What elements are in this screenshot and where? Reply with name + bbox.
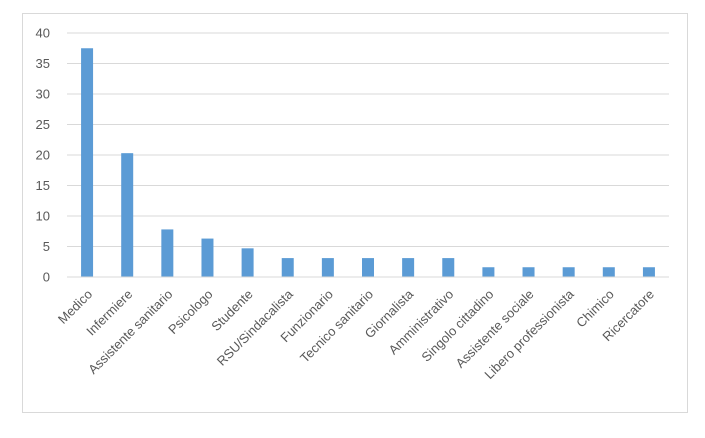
bar [522, 267, 535, 277]
bar [562, 267, 575, 277]
y-tick-label: 35 [36, 56, 50, 71]
x-tick-label: Psicologo [165, 287, 215, 337]
y-axis-ticks: 0 5 10 15 20 25 30 35 40 [36, 26, 50, 285]
bar [81, 48, 94, 277]
y-tick-label: 20 [36, 148, 50, 163]
y-tick-label: 5 [43, 239, 50, 254]
y-tick-label: 25 [36, 117, 50, 132]
bar [602, 267, 615, 277]
bar [161, 229, 174, 277]
bar [402, 258, 415, 277]
bar [482, 267, 495, 277]
y-tick-label: 10 [36, 209, 50, 224]
bar [642, 267, 655, 277]
y-tick-label: 0 [43, 270, 50, 285]
bar [362, 258, 374, 277]
bars [81, 48, 655, 277]
y-tick-label: 40 [36, 26, 50, 41]
y-tick-label: 15 [36, 178, 50, 193]
x-tick-label: Tecnico sanitario [297, 287, 376, 366]
bar [121, 153, 134, 277]
bar [241, 248, 254, 277]
bar [321, 258, 334, 277]
x-tick-label: Singolo cittadino [418, 287, 496, 365]
y-tick-label: 30 [36, 87, 50, 102]
bar [442, 258, 455, 277]
bar [201, 238, 214, 277]
gridlines [67, 32, 669, 247]
bar [281, 258, 294, 277]
